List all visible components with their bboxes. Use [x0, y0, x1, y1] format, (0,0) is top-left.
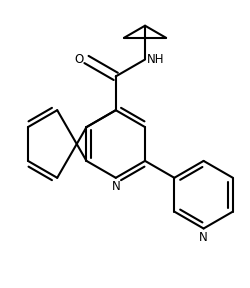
- Text: O: O: [74, 53, 84, 66]
- Text: N: N: [198, 231, 207, 244]
- Text: N: N: [111, 180, 120, 193]
- Text: NH: NH: [146, 53, 164, 66]
